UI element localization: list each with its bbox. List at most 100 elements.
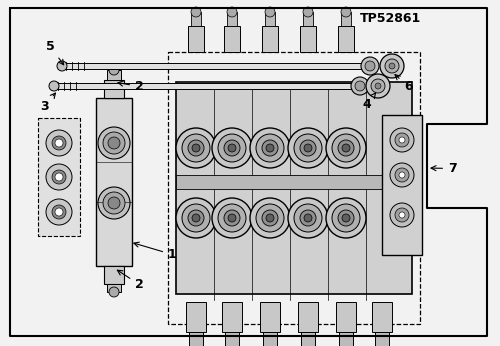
Text: 5: 5 — [46, 40, 64, 65]
Circle shape — [342, 214, 350, 222]
Bar — [336, 302, 356, 332]
Bar — [60, 63, 370, 69]
Circle shape — [98, 127, 130, 159]
Bar — [168, 52, 420, 324]
Circle shape — [212, 198, 252, 238]
Bar — [107, 70, 121, 80]
Bar — [224, 26, 240, 52]
Bar — [189, 332, 203, 346]
Circle shape — [365, 61, 375, 71]
Text: 6: 6 — [395, 75, 412, 93]
Bar — [104, 80, 124, 98]
Text: 2: 2 — [118, 80, 144, 93]
Bar — [38, 118, 80, 236]
Bar — [262, 26, 278, 52]
Bar — [225, 332, 239, 346]
Bar — [176, 175, 412, 189]
Text: 4: 4 — [362, 93, 376, 111]
Bar — [298, 302, 318, 332]
Text: 7: 7 — [431, 162, 457, 175]
Circle shape — [227, 7, 237, 17]
Circle shape — [212, 128, 252, 168]
Bar — [341, 12, 351, 26]
Circle shape — [218, 134, 246, 162]
Bar — [303, 12, 313, 26]
Text: TP52861: TP52861 — [360, 12, 421, 25]
Circle shape — [224, 210, 240, 226]
Circle shape — [332, 204, 360, 232]
Circle shape — [380, 54, 404, 78]
Bar — [222, 302, 242, 332]
Circle shape — [288, 198, 328, 238]
Circle shape — [399, 137, 405, 143]
Circle shape — [375, 83, 381, 89]
Circle shape — [103, 132, 125, 154]
Circle shape — [326, 198, 366, 238]
Circle shape — [228, 144, 236, 152]
Circle shape — [385, 59, 399, 73]
Circle shape — [395, 168, 409, 182]
Bar — [107, 284, 121, 292]
Circle shape — [55, 208, 63, 216]
Circle shape — [338, 140, 354, 156]
Circle shape — [399, 212, 405, 218]
Circle shape — [250, 198, 290, 238]
Text: 3: 3 — [40, 93, 56, 113]
Circle shape — [103, 192, 125, 214]
Circle shape — [192, 144, 200, 152]
Text: 1: 1 — [134, 242, 177, 261]
Circle shape — [262, 140, 278, 156]
Circle shape — [389, 63, 395, 69]
Bar — [188, 26, 204, 52]
Circle shape — [108, 197, 120, 209]
Bar — [339, 332, 353, 346]
Circle shape — [224, 140, 240, 156]
Bar — [104, 266, 124, 284]
Circle shape — [395, 208, 409, 222]
Circle shape — [399, 172, 405, 178]
Circle shape — [304, 144, 312, 152]
Circle shape — [109, 65, 119, 75]
Circle shape — [288, 128, 328, 168]
Circle shape — [46, 164, 72, 190]
Bar — [96, 98, 132, 266]
Bar — [52, 83, 360, 89]
Circle shape — [342, 144, 350, 152]
Bar — [227, 12, 237, 26]
Circle shape — [188, 140, 204, 156]
Circle shape — [303, 7, 313, 17]
Bar — [263, 332, 277, 346]
Circle shape — [55, 139, 63, 147]
Circle shape — [228, 214, 236, 222]
Bar — [372, 302, 392, 332]
Circle shape — [49, 81, 59, 91]
Bar — [338, 26, 354, 52]
Bar — [176, 82, 412, 294]
Bar — [186, 302, 206, 332]
Circle shape — [218, 204, 246, 232]
Circle shape — [300, 140, 316, 156]
Circle shape — [52, 136, 66, 150]
Circle shape — [182, 134, 210, 162]
Bar — [301, 332, 315, 346]
Circle shape — [355, 81, 365, 91]
Circle shape — [266, 144, 274, 152]
Circle shape — [395, 133, 409, 147]
Circle shape — [300, 210, 316, 226]
Circle shape — [52, 205, 66, 219]
Circle shape — [338, 210, 354, 226]
Circle shape — [57, 61, 67, 71]
Circle shape — [361, 57, 379, 75]
Circle shape — [250, 128, 290, 168]
Circle shape — [266, 214, 274, 222]
Circle shape — [332, 134, 360, 162]
Circle shape — [98, 187, 130, 219]
Circle shape — [351, 77, 369, 95]
Circle shape — [191, 7, 201, 17]
Bar — [375, 332, 389, 346]
Circle shape — [390, 163, 414, 187]
Circle shape — [108, 137, 120, 149]
Circle shape — [366, 74, 390, 98]
Circle shape — [262, 210, 278, 226]
Circle shape — [304, 214, 312, 222]
